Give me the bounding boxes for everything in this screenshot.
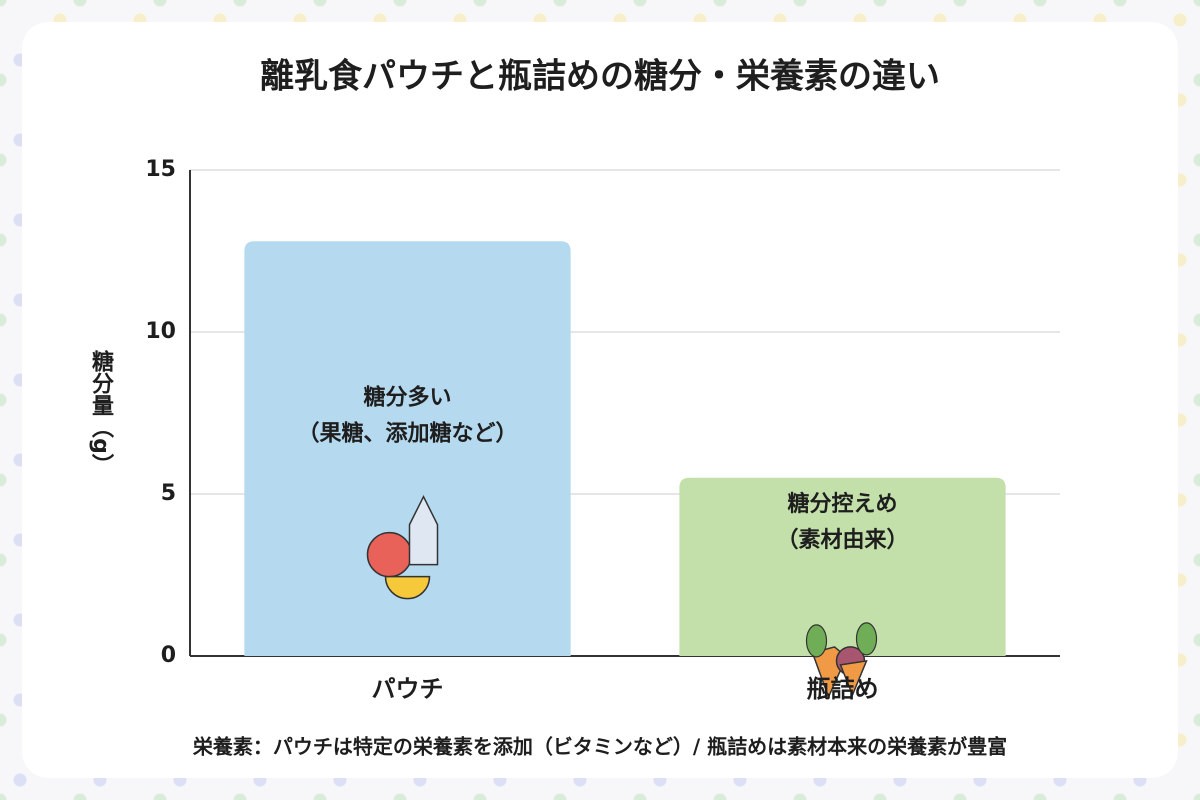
bar-label: 糖分控えめ [787,491,897,517]
y-tick-label: 10 [145,319,176,344]
x-tick-label: パウチ [372,675,444,703]
y-tick-label: 15 [145,157,176,182]
bar [244,241,571,656]
icon [805,624,828,658]
chart-title: 離乳食パウチと瓶詰めの糖分・栄養素の違い [260,57,940,97]
note: 栄養素：パウチは特定の栄養素を添加（ビタミンなど）/ 瓶詰めは素材本来の栄養素が… [192,735,1007,759]
bar-label: 糖分多い [363,385,451,411]
bar-label: （果糖、添加糖など） [297,421,517,447]
icon [855,622,878,656]
icon [839,659,868,697]
bar-label: （素材由来） [776,527,908,553]
y-tick-label: 5 [161,481,176,506]
card [22,22,1178,778]
icon [408,494,439,566]
icon [384,575,431,600]
y-axis-label: 糖分量（g） [88,349,114,475]
icon [366,531,413,578]
x-tick-label: 瓶詰め [807,675,879,703]
bar [679,477,1006,656]
y-tick-label: 0 [161,643,176,668]
